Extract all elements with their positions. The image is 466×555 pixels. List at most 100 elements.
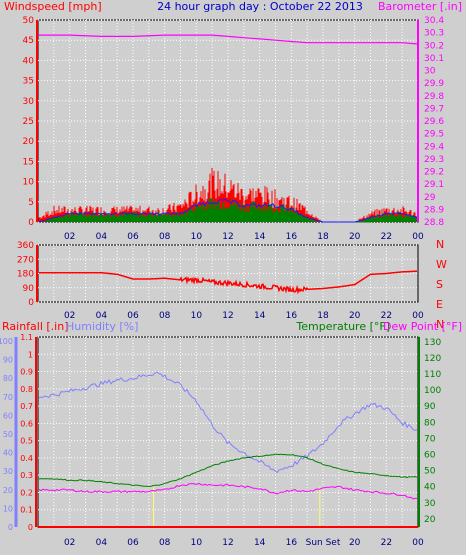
direction-y-tick-label: 90 <box>23 284 35 294</box>
x-tick-label: 04 <box>96 232 108 242</box>
humidity-axis-title: Humidity [%] <box>66 320 138 333</box>
panel-2-grid <box>37 244 419 303</box>
chart-title: 24 hour graph day : October 22 2013 <box>157 0 363 13</box>
rainfall-y-tick-label: 0.6 <box>20 419 33 428</box>
wind-y-tick-label: 45 <box>23 36 34 46</box>
x-tick-label: 10 <box>191 311 203 321</box>
x-tick-label: 08 <box>159 232 171 242</box>
wind-y-tick-label: 5 <box>28 198 34 208</box>
humidity-y-tick-label: 80 <box>3 374 13 383</box>
humidity-y-tick-label: 100 <box>0 337 13 346</box>
x-tick-label: 08 <box>159 311 171 321</box>
rainfall-y-tick-label: 0.2 <box>20 488 33 497</box>
x-tick-label: 22 <box>381 232 392 242</box>
barometer-y-tick-label: 29.9 <box>424 79 444 89</box>
humidity-line <box>38 371 418 474</box>
wind-y-tick-label: 20 <box>23 137 35 147</box>
x-tick-label: 22 <box>381 538 392 548</box>
temperature-y-tick-label: 50 <box>424 467 436 477</box>
humidity-y-tick-label: 90 <box>3 356 13 365</box>
temperature-axis-title: Temperature [°F] <box>295 320 390 333</box>
temperature-y-tick-label: 110 <box>424 370 441 380</box>
x-tick-label: 12 <box>222 232 233 242</box>
left-axis-title: Windspeed [mph] <box>4 0 102 13</box>
compass-label: E <box>436 298 443 311</box>
temperature-y-tick-label: 90 <box>424 402 436 412</box>
x-tick-label: 06 <box>127 311 139 321</box>
humidity-y-tick-label: 50 <box>3 430 13 439</box>
rainfall-y-tick-label: 0 <box>28 523 33 532</box>
panel-1-grid <box>37 19 419 223</box>
x-tick-label: 00 <box>412 311 424 321</box>
compass-label: W <box>436 258 447 271</box>
x-tick-label: 10 <box>191 538 203 548</box>
x-tick-label: 00 <box>412 538 424 548</box>
x-tick-label: 14 <box>254 538 266 548</box>
wind-y-tick-label: 30 <box>23 97 35 107</box>
barometer-y-tick-label: 29.7 <box>424 104 444 114</box>
temperature-y-tick-label: 70 <box>424 434 436 444</box>
panel-3-series <box>38 371 418 528</box>
direction-y-tick-label: 0 <box>28 298 34 308</box>
rainfall-y-tick-label: 1 <box>28 350 33 359</box>
x-tick-label: 18 <box>317 311 329 321</box>
humidity-y-tick-label: 10 <box>3 504 13 513</box>
wind-y-tick-label: 40 <box>23 56 35 66</box>
x-tick-label: 14 <box>254 311 266 321</box>
barometer-y-tick-label: 30.3 <box>424 29 444 39</box>
temperature-line <box>38 453 418 488</box>
rainfall-y-tick-label: 0.1 <box>20 506 33 515</box>
dewpoint-axis-title: Dew Point [°F] <box>383 320 462 333</box>
humidity-y-tick-label: 30 <box>3 467 13 476</box>
x-tick-label: 10 <box>191 232 203 242</box>
x-tick-label: 02 <box>64 232 75 242</box>
rainfall-axis-title: Rainfall [.in] <box>2 320 69 333</box>
humidity-y-tick-label: 60 <box>3 411 13 420</box>
x-tick-label: 18 <box>317 232 329 242</box>
rainfall-y-tick-label: 0.8 <box>20 385 33 394</box>
rainfall-y-tick-label: 0.5 <box>20 437 33 446</box>
x-tick-label: 12 <box>222 538 233 548</box>
barometer-y-tick-label: 28.9 <box>424 205 444 215</box>
direction-y-tick-label: 270 <box>17 255 34 265</box>
panel-3-grid <box>37 336 419 528</box>
direction-y-tick-label: 180 <box>17 270 34 280</box>
barometer-y-tick-label: 29.1 <box>424 180 444 190</box>
barometer-y-tick-label: 29.5 <box>424 130 444 140</box>
x-tick-label: 06 <box>127 538 139 548</box>
barometer-y-tick-label: 29.4 <box>424 142 444 152</box>
x-tick-label: 22 <box>381 311 392 321</box>
x-tick-label: 02 <box>64 538 75 548</box>
barometer-y-tick-label: 30.1 <box>424 54 444 64</box>
wind-y-tick-label: 0 <box>28 218 34 228</box>
direction-y-tick-label: 360 <box>17 241 34 251</box>
temperature-y-tick-label: 130 <box>424 338 441 348</box>
wind-y-tick-label: 35 <box>23 77 34 87</box>
barometer-y-tick-label: 30.2 <box>424 41 444 51</box>
temperature-y-tick-label: 60 <box>424 451 436 461</box>
humidity-y-tick-label: 0 <box>8 523 13 532</box>
x-tick-label: 16 <box>286 311 298 321</box>
x-tick-label: Sun Set <box>306 538 341 548</box>
panel-1-series <box>38 34 419 223</box>
barometer-y-tick-label: 29 <box>424 193 436 203</box>
barometer-y-tick-label: 29.8 <box>424 92 444 102</box>
compass-label: N <box>436 238 444 251</box>
rainfall-y-tick-label: 0.4 <box>20 454 33 463</box>
x-tick-label: 04 <box>96 311 108 321</box>
barometer-y-tick-label: 30.4 <box>424 16 444 26</box>
humidity-y-tick-label: 20 <box>3 486 13 495</box>
x-tick-label: 20 <box>349 232 361 242</box>
wind-y-tick-label: 15 <box>23 157 34 167</box>
x-tick-label: 06 <box>127 232 139 242</box>
wind-average-line <box>38 198 418 223</box>
panel-frame <box>37 336 419 528</box>
x-tick-label: 16 <box>286 538 298 548</box>
rainfall-y-tick-label: 0.7 <box>20 402 33 411</box>
dew-point-line <box>38 482 417 500</box>
barometer-y-tick-label: 28.8 <box>424 218 444 228</box>
compass-label: N <box>436 318 444 331</box>
wind-y-tick-label: 50 <box>23 16 35 26</box>
wind-y-tick-label: 10 <box>23 178 35 188</box>
